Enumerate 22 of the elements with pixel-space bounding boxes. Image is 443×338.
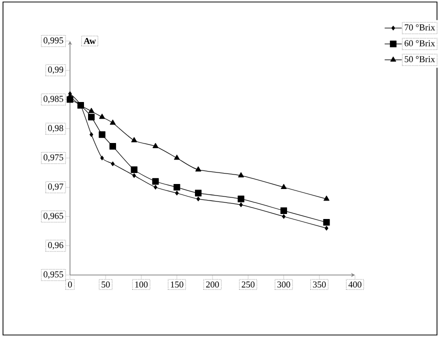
y-tick-label: 0,97 bbox=[48, 184, 64, 191]
y-tick-label: 0,99 bbox=[48, 66, 64, 74]
x-tick-label: 0 bbox=[68, 281, 72, 288]
x-tick-label: 150 bbox=[170, 281, 184, 288]
y-tick-label: 0,965 bbox=[44, 212, 64, 220]
x-tick-label: 300 bbox=[277, 281, 290, 288]
y-tick-label: 0,98 bbox=[48, 125, 64, 132]
y-tick-label: 0,96 bbox=[48, 242, 64, 250]
x-tick-label: 350 bbox=[313, 281, 326, 288]
x-tick-label: 250 bbox=[242, 281, 255, 288]
y-tick-label: 0,975 bbox=[44, 154, 64, 162]
x-tick-label: 100 bbox=[135, 281, 148, 288]
y-tick-label: 0,955 bbox=[44, 271, 64, 279]
x-tick-label: 50 bbox=[102, 281, 110, 288]
legend-label: 60 °Brix bbox=[404, 40, 435, 46]
y-tick-label: 0,995 bbox=[44, 37, 64, 45]
x-tick-label: 400 bbox=[348, 281, 362, 288]
y-axis-title: Aw bbox=[84, 38, 96, 44]
legend-label: 70 °Brix bbox=[404, 24, 435, 30]
y-tick-label: 0,985 bbox=[44, 96, 64, 104]
x-tick-label: 200 bbox=[206, 281, 219, 288]
legend-label: 50 °Brix bbox=[404, 56, 435, 62]
